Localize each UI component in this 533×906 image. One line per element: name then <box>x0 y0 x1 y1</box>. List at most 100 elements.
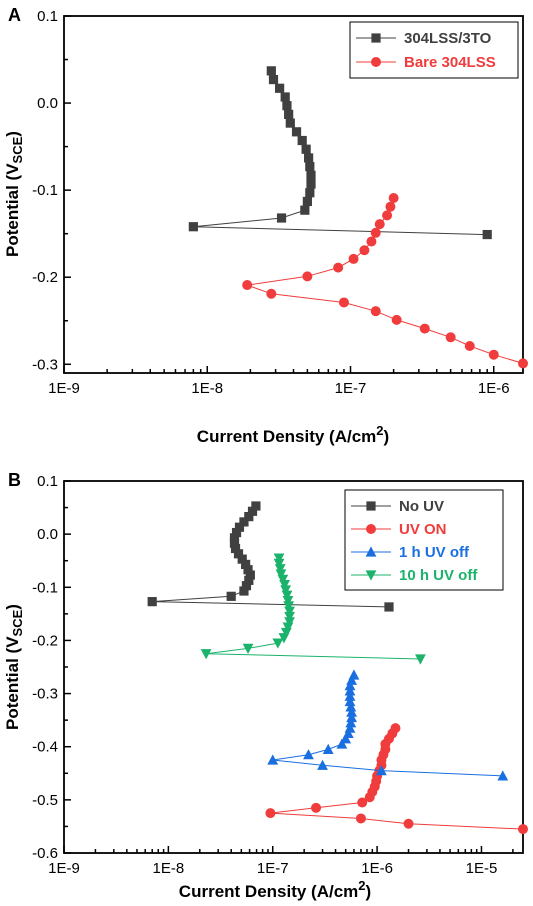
panel-a-data-point <box>366 236 377 247</box>
panel-b-legend: No UV UV ON 1 h UV off 10 h UV off <box>344 489 504 591</box>
panel-a-x-tick-label: 1E-8 <box>191 380 223 397</box>
panel-b-data-point <box>226 591 236 601</box>
panel-a-x-tick-label: 1E-7 <box>335 380 367 397</box>
panel-a-data-point <box>370 306 381 317</box>
panel-a-data-point <box>518 358 528 369</box>
panel-b-data-point <box>244 512 254 522</box>
panel-b-data-point <box>267 754 279 765</box>
panel-a-series-line <box>247 197 524 364</box>
panel-a-data-point <box>488 349 499 360</box>
panel-a-data-point <box>284 109 294 119</box>
panel-a-data-point <box>304 153 314 163</box>
panel-b-series-line <box>270 727 524 830</box>
panel-a-data-point <box>374 219 385 230</box>
panel-a-data-point <box>285 118 295 128</box>
panel-a-data-point <box>385 201 396 212</box>
panel-b-data-point <box>273 553 285 564</box>
panel-a-y-tick-label: 0.0 <box>37 95 58 112</box>
panel-b-data-point <box>281 590 293 601</box>
panel-b-data-point <box>243 565 253 575</box>
panel-b-data-point <box>311 802 322 813</box>
panel-a-y-tick-label: -0.3 <box>32 356 58 373</box>
panel-a-data-point <box>291 127 302 137</box>
panel-b-series-line <box>272 674 503 777</box>
panel-b-data-point <box>239 586 249 596</box>
panel-a-y-tick-label: -0.2 <box>32 269 58 286</box>
panel-b-data-point <box>242 643 254 654</box>
panel-b-y-tick-label: -0.1 <box>32 579 58 596</box>
panel-a-data-point <box>242 280 253 291</box>
panel-b-data-point <box>415 654 426 665</box>
panel-a-y-axis-label: Potential (VSCE) <box>3 131 25 257</box>
panel-b-data-point <box>357 797 368 808</box>
panel-b-y-tick-label: -0.3 <box>32 686 58 703</box>
panel-a-chart: A 1E-9 1E-8 1E-7 1E-6 0.1 0.0 -0.1 -0.2 -0.3 Cur… <box>3 5 528 446</box>
panel-a-legend-label: 304LSS/3TO <box>404 30 492 47</box>
panel-b-data-point <box>272 638 284 649</box>
panel-b-data-point <box>345 701 357 712</box>
panel-b-data-point <box>284 606 295 617</box>
panel-b-data-point <box>346 711 358 723</box>
panel-a-data-point <box>276 213 287 223</box>
panel-b-data-point <box>283 601 295 612</box>
panel-b-series-1 <box>265 723 528 835</box>
panel-b-y-tick-label: -0.6 <box>32 845 58 862</box>
panel-a-legend: 304LSS/3TO Bare 304LSS <box>349 21 519 79</box>
panel-b-data-point <box>280 627 292 639</box>
panel-a-series-0 <box>188 66 492 240</box>
panel-b-data-point <box>345 717 357 728</box>
panel-b-data-point <box>239 517 249 527</box>
panel-a-series-line <box>193 70 488 236</box>
panel-a-data-point <box>280 92 290 102</box>
panel-a-legend-marker <box>371 33 381 43</box>
panel-a-data-point <box>266 288 277 299</box>
panel-b-data-point <box>245 570 255 580</box>
panel-b-data-point <box>280 585 292 596</box>
panel-b-x-tick-label: 1E-8 <box>153 860 185 877</box>
panel-a-letter: A <box>8 5 21 25</box>
panel-b-y-tick-label: -0.5 <box>32 792 58 809</box>
panel-b-data-point <box>376 765 387 776</box>
panel-a-data-point <box>391 314 402 325</box>
panel-b-series-2 <box>267 669 509 781</box>
panel-b-data-point <box>247 506 258 516</box>
panel-b-letter: B <box>8 470 21 490</box>
panel-a-data-point <box>305 162 315 172</box>
panel-a-data-point <box>302 196 312 207</box>
panel-b-data-point <box>229 533 240 543</box>
panel-b-legend-label: 10 h UV off <box>399 567 478 584</box>
panel-b-legend-marker <box>365 570 377 581</box>
panel-a-data-point <box>266 66 276 76</box>
panel-a-data-point <box>305 188 315 198</box>
panel-b-y-axis-label: Potential (VSCE) <box>3 604 25 730</box>
panel-b-y-tick-label: -0.4 <box>32 739 58 756</box>
panel-b-data-point <box>282 595 294 607</box>
panel-a-series-1 <box>242 192 528 369</box>
panel-b-data-point <box>497 770 509 781</box>
panel-b-series-3 <box>200 553 426 665</box>
panel-b-legend-label: No UV <box>399 498 444 515</box>
panel-a-data-point <box>348 253 359 264</box>
panel-a-data-point <box>268 74 279 85</box>
panel-b-data-point <box>274 564 286 575</box>
panel-b-data-point <box>518 824 528 835</box>
panel-b-y-tick-label: -0.2 <box>32 632 58 649</box>
panel-b-data-point <box>282 622 294 633</box>
panel-a-x-axis-label: Current Density (A/cm2) <box>197 423 389 446</box>
panel-a-data-point <box>297 135 307 146</box>
panel-a-legend-label: Bare 304LSS <box>404 54 496 71</box>
panel-b-legend-marker <box>365 546 377 557</box>
panel-a-y-tick-label: 0.1 <box>37 8 58 25</box>
panel-b-data-point <box>344 680 356 691</box>
panel-a-x-tick-label: 1E-6 <box>478 380 510 397</box>
panel-b-data-point <box>241 581 252 591</box>
panel-b-data-point <box>229 538 240 548</box>
panel-a-data-point <box>306 170 316 180</box>
panel-b-data-point <box>277 574 289 585</box>
panel-b-data-point <box>275 569 287 580</box>
panel-b-data-point <box>265 808 276 819</box>
panel-a-legend-box <box>349 21 519 79</box>
panel-b-y-tick-label: 0.0 <box>37 526 58 543</box>
panel-b-data-point <box>364 792 375 803</box>
